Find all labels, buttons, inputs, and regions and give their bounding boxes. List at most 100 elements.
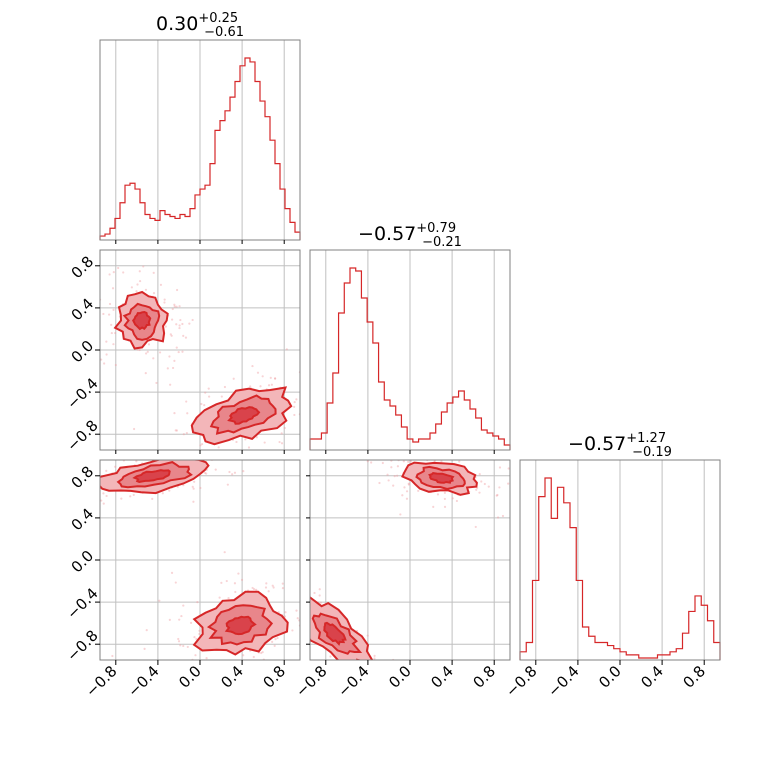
pair-2-mode-0-sample (417, 489, 420, 492)
pair-0-mode-0-sample (138, 270, 141, 273)
pair-2-mode-0-sample (458, 460, 461, 463)
pair-2-mode-0-sample (414, 457, 416, 459)
pair-1-mode-0-sample (193, 480, 196, 483)
pair-1-mode-1-sample (272, 586, 275, 589)
pair-2-mode-1-sample (303, 602, 305, 604)
pair-2-mode-1-sample (304, 597, 306, 599)
pair-0-mode-1-sample (199, 444, 202, 447)
ytick-label-row-1-3: 0.4 (68, 295, 98, 325)
pair-1-mode-0-sample (120, 497, 123, 500)
pair-2-mode-1-sample (372, 664, 374, 666)
ytick-label-row-2-2: 0.0 (68, 547, 98, 577)
pair-2-mode-0-sample (440, 460, 443, 463)
pair-0-mode-1-sample (235, 440, 238, 444)
pair-1-mode-1-sample (240, 578, 244, 581)
pair-0-mode-1-sample (186, 412, 189, 415)
pair-0-mode-0-sample (182, 334, 185, 338)
pair-2-mode-0-sample (426, 456, 428, 458)
pair-2-mode-1-sample (364, 663, 366, 665)
ytick-label-row-2-3: 0.4 (68, 505, 98, 535)
pair-1-mode-0-contour-2 (132, 469, 171, 484)
pair-0-mode-0-sample (110, 331, 113, 335)
pair-1-mode-0-sample (60, 488, 62, 490)
pair-1-mode-0-sample (214, 468, 217, 471)
pair-2-mode-1-sample (389, 700, 391, 702)
pair-1-mode-0-sample (160, 456, 162, 458)
pair-1-mode-0-sample (139, 454, 141, 456)
pair-0-mode-0-sample (144, 352, 148, 355)
pair-0-mode-0-sample (112, 308, 115, 311)
pair-1-mode-1-sample (179, 644, 182, 647)
pair-1-mode-1-sample (274, 638, 277, 641)
pair-2-mode-0-sample (387, 479, 390, 482)
pair-2-mode-1-sample (306, 613, 308, 615)
pair-1-mode-0-sample (243, 442, 245, 444)
pair-1-mode-0-sample (186, 454, 188, 456)
pair-panel-2-marks (290, 429, 510, 702)
pair-1-mode-1-contour-2 (224, 615, 257, 636)
pair-2-mode-0-sample (483, 482, 486, 486)
grid-layer (100, 40, 705, 660)
pair-1-mode-0-sample (199, 486, 202, 490)
pair-1-mode-0-sample (56, 512, 58, 514)
xtick-label-col-2-2: 0.0 (595, 662, 625, 692)
pair-1-mode-0-sample (96, 484, 98, 486)
pair-0-mode-0-sample (179, 318, 182, 322)
pair-1-mode-0-sample (233, 471, 237, 474)
pair-0-mode-0-sample (114, 363, 117, 367)
pair-2-mode-0-sample (392, 484, 395, 487)
pair-1-mode-1-sample (261, 651, 264, 654)
pair-2-mode-0-sample (424, 451, 426, 453)
pair-2-mode-0-sample (425, 455, 427, 457)
ytick-label-row-1-1: −0.4 (63, 374, 101, 412)
pair-1-mode-1-sample (170, 571, 174, 574)
pair-1-mode-1-sample (271, 584, 274, 587)
pair-2-mode-1-sample (362, 661, 364, 663)
pair-2-mode-1-sample (381, 674, 383, 676)
pair-1-mode-1-sample (177, 637, 180, 641)
pair-2-mode-0-sample (438, 429, 440, 431)
pair-1-mode-1-sample (111, 654, 114, 658)
pair-1-mode-0-sample (105, 469, 108, 472)
pair-2-mode-1-sample (290, 609, 292, 611)
pair-2-mode-0-sample (459, 457, 461, 459)
pair-2-mode-1-sample (318, 588, 321, 591)
pair-1-mode-0-sample (68, 488, 70, 490)
title-param-1-value: −0.57 (358, 223, 416, 245)
pair-0-mode-1-sample (245, 461, 247, 463)
pair-0-mode-1-sample (259, 385, 262, 388)
xtick-label-col-1-2: 0.0 (385, 662, 415, 692)
pair-0-mode-0-sample (171, 366, 175, 370)
pair-2-mode-0-sample (430, 457, 432, 459)
pair-2-mode-0-sample (398, 444, 400, 446)
pair-1-mode-1-sample (182, 644, 185, 648)
title-param-2-lower: −0.19 (632, 445, 672, 460)
pair-0-mode-0-sample (142, 265, 145, 268)
pair-0-mode-1-sample (285, 348, 288, 351)
pair-0-mode-0-sample (163, 298, 166, 301)
pair-0-mode-0-sample (90, 295, 92, 297)
pair-1-mode-1-sample (276, 636, 279, 640)
pair-2-mode-1-sample (372, 661, 374, 663)
ytick-label-row-2-0: −0.8 (63, 626, 101, 664)
pair-2-mode-1-sample (305, 624, 307, 626)
pair-0-mode-0-sample (111, 287, 115, 290)
title-param-0-upper: +0.25 (198, 11, 238, 26)
xtick-label-col-0-4: 0.8 (259, 662, 289, 692)
pair-1-mode-0-sample (219, 458, 221, 460)
pair-1-mode-0-sample (91, 496, 93, 498)
pair-1-mode-1-sample (177, 640, 181, 643)
pair-2-mode-1-sample (381, 692, 383, 694)
pair-1-mode-1-sample (158, 599, 161, 602)
pair-1-mode-1-sample (218, 596, 221, 599)
pair-1-mode-1-sample (267, 590, 270, 593)
pair-2-mode-0-sample (426, 434, 428, 436)
pair-0-mode-1-sample (283, 426, 286, 430)
pair-2-mode-0-sample (426, 456, 428, 458)
pair-2-mode-0-sample (496, 516, 500, 519)
pair-2-mode-0-sample (496, 493, 499, 497)
pair-0-mode-0-sample (177, 350, 180, 354)
pair-2-mode-1-sample (366, 634, 369, 637)
pair-1-mode-1-sample (223, 551, 226, 554)
xtick-label-col-0-2: 0.0 (175, 662, 205, 692)
